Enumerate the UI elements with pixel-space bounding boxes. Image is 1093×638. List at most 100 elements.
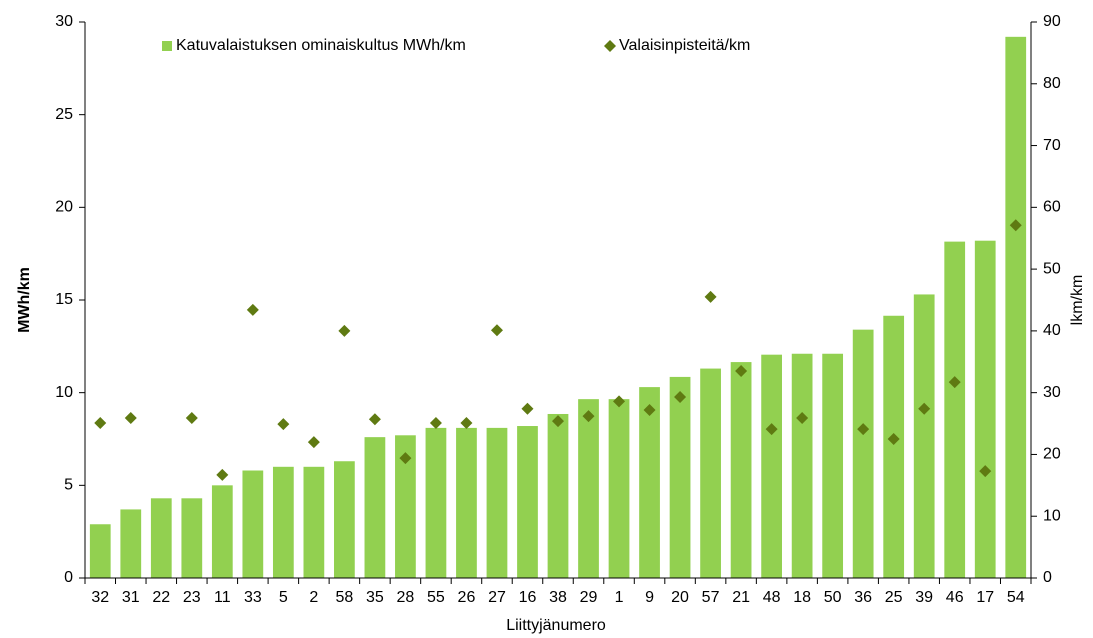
legend-label: Valaisinpisteitä/km: [619, 37, 750, 54]
x-tick-label: 27: [488, 589, 506, 606]
legend-swatch: [162, 41, 172, 51]
y-tick-label: 25: [55, 106, 73, 123]
x-tick-label: 2: [309, 589, 318, 606]
marker: [399, 452, 412, 465]
x-tick-label: 39: [915, 589, 933, 606]
marker: [857, 423, 870, 436]
bar: [425, 427, 447, 578]
bar: [639, 387, 660, 578]
bar: [120, 509, 142, 578]
y2-axis-title: lkm/km: [1069, 275, 1086, 326]
x-tick-label: 33: [244, 589, 262, 606]
bar: [883, 315, 905, 578]
x-tick-label: 50: [824, 589, 842, 606]
y2-tick-label: 60: [1043, 199, 1061, 216]
marker: [277, 418, 290, 431]
x-tick-label: 31: [122, 589, 140, 606]
x-tick-label: 48: [763, 589, 781, 606]
x-tick-label: 16: [519, 589, 537, 606]
y2-tick-label: 80: [1043, 75, 1061, 92]
y2-tick-label: 90: [1043, 13, 1061, 30]
marker: [307, 436, 320, 449]
bar: [913, 294, 935, 578]
marker: [704, 290, 717, 303]
y-tick-label: 5: [64, 477, 73, 494]
y2-tick-label: 0: [1043, 569, 1052, 586]
marker: [765, 423, 778, 436]
y2-tick-label: 30: [1043, 384, 1061, 401]
x-tick-label: 57: [702, 589, 720, 606]
y2-tick-label: 40: [1043, 322, 1061, 339]
marker: [216, 468, 229, 481]
bar: [608, 399, 630, 578]
marker: [918, 402, 931, 415]
x-tick-label: 46: [946, 589, 964, 606]
y2-tick-label: 50: [1043, 260, 1061, 277]
y-tick-label: 15: [55, 291, 73, 308]
x-tick-label: 26: [458, 589, 476, 606]
bar: [1005, 36, 1027, 579]
bar: [486, 427, 508, 578]
marker: [124, 411, 137, 424]
y-tick-label: 20: [55, 199, 73, 216]
legend-swatch: [604, 40, 616, 52]
x-tick-label: 18: [793, 589, 811, 606]
marker: [338, 324, 351, 337]
marker: [521, 402, 534, 415]
bar: [852, 329, 874, 578]
bar: [395, 435, 416, 578]
bar: [517, 426, 538, 578]
marker: [613, 395, 626, 408]
marker: [94, 416, 107, 429]
bar: [150, 498, 172, 578]
bar: [303, 466, 325, 578]
y-tick-label: 0: [64, 569, 73, 586]
marker: [1009, 219, 1022, 232]
x-tick-label: 36: [854, 589, 872, 606]
marker: [429, 416, 442, 429]
x-tick-label: 35: [366, 589, 384, 606]
x-tick-label: 17: [976, 589, 994, 606]
x-tick-label: 54: [1007, 589, 1025, 606]
y2-tick-label: 70: [1043, 137, 1061, 154]
bar: [181, 498, 203, 578]
x-tick-label: 23: [183, 589, 201, 606]
marker: [948, 376, 961, 389]
marker: [796, 411, 809, 424]
bar: [700, 368, 721, 578]
x-axis-title: Liittyjänumero: [506, 617, 606, 634]
bar: [334, 461, 355, 578]
legend-label: Katuvalaistuksen ominaiskultus MWh/km: [176, 37, 466, 54]
x-tick-label: 9: [645, 589, 654, 606]
y-tick-label: 10: [55, 384, 73, 401]
y2-tick-label: 20: [1043, 446, 1061, 463]
bar: [89, 524, 111, 578]
marker: [887, 433, 900, 445]
x-tick-label: 32: [91, 589, 109, 606]
bar: [242, 470, 264, 578]
marker: [735, 365, 748, 378]
marker: [643, 403, 656, 416]
y-axis-title: MWh/km: [16, 267, 33, 333]
x-tick-label: 38: [549, 589, 567, 606]
bar: [730, 362, 752, 578]
x-tick-label: 20: [671, 589, 689, 606]
bar: [211, 485, 233, 578]
bar: [272, 466, 294, 578]
bar: [944, 241, 966, 578]
marker: [582, 410, 595, 423]
marker: [552, 415, 564, 428]
bar: [547, 413, 569, 578]
bar: [364, 437, 386, 578]
x-tick-label: 29: [580, 589, 598, 606]
y2-tick-label: 10: [1043, 507, 1061, 524]
bar: [669, 376, 691, 578]
x-tick-label: 28: [397, 589, 415, 606]
bar: [974, 240, 996, 578]
marker: [490, 324, 503, 337]
x-tick-label: 55: [427, 589, 445, 606]
x-tick-label: 21: [732, 589, 750, 606]
bar: [822, 353, 844, 578]
bar: [456, 427, 477, 578]
